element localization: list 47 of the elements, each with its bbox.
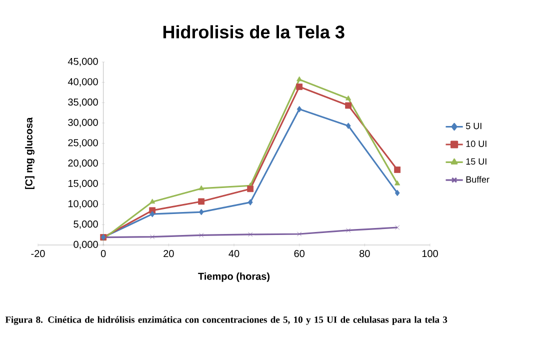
legend-label: Buffer [466, 176, 490, 183]
point [248, 199, 253, 206]
point [346, 95, 352, 100]
point [394, 166, 401, 173]
x-tick-label: 60 [294, 250, 305, 258]
y-tick-label: 20,000 [68, 160, 98, 168]
legend-label: 10 UI [466, 140, 486, 147]
y-tick-label: 0,000 [74, 240, 98, 250]
y-tick-label: 30,000 [68, 118, 98, 128]
x-tick-label: 0 [100, 250, 106, 258]
point [198, 185, 204, 190]
point [247, 186, 254, 192]
point [150, 210, 155, 218]
legend-label: 5 UI [466, 122, 482, 130]
y-tick-label: 10,000 [68, 200, 98, 208]
point [150, 198, 156, 204]
point [150, 234, 155, 240]
y-tick-label: 40,000 [68, 78, 98, 86]
point [345, 102, 352, 109]
text: Figura 8. Cinética de hidrólisis enzimática con concentraciones de 5, 10 y 15 UI de celulasas para la tela 3 [5, 316, 448, 325]
point [297, 232, 302, 236]
point [296, 106, 302, 112]
y-tick-label: 35,000 [68, 98, 98, 107]
point [199, 232, 204, 238]
x-tick-label: 20 [164, 250, 174, 258]
point [296, 76, 302, 82]
y-tick-label: 15,000 [68, 180, 98, 188]
point [346, 122, 351, 130]
y-axis-title: [C] mg glucosa [25, 117, 34, 190]
x-axis-title: Tiempo (horas) [198, 272, 270, 282]
x-tick-label: 80 [360, 250, 370, 258]
point [248, 232, 253, 237]
x-tick-label: 40 [228, 250, 240, 258]
point [394, 190, 400, 196]
point [198, 208, 204, 216]
point [198, 198, 205, 205]
point [346, 228, 351, 233]
x-tick-label: 100 [422, 250, 438, 258]
y-tick-label: 25,000 [68, 139, 98, 148]
x-tick-label: -20 [31, 250, 45, 258]
chart-title: Hidrolisis de la Tela 3 [163, 25, 344, 38]
point [395, 225, 400, 230]
legend-label: 15 UI [466, 158, 486, 165]
point [394, 180, 400, 186]
y-tick-label: 5,000 [74, 220, 98, 229]
point [296, 84, 303, 90]
y-tick-label: 45,000 [68, 58, 98, 66]
